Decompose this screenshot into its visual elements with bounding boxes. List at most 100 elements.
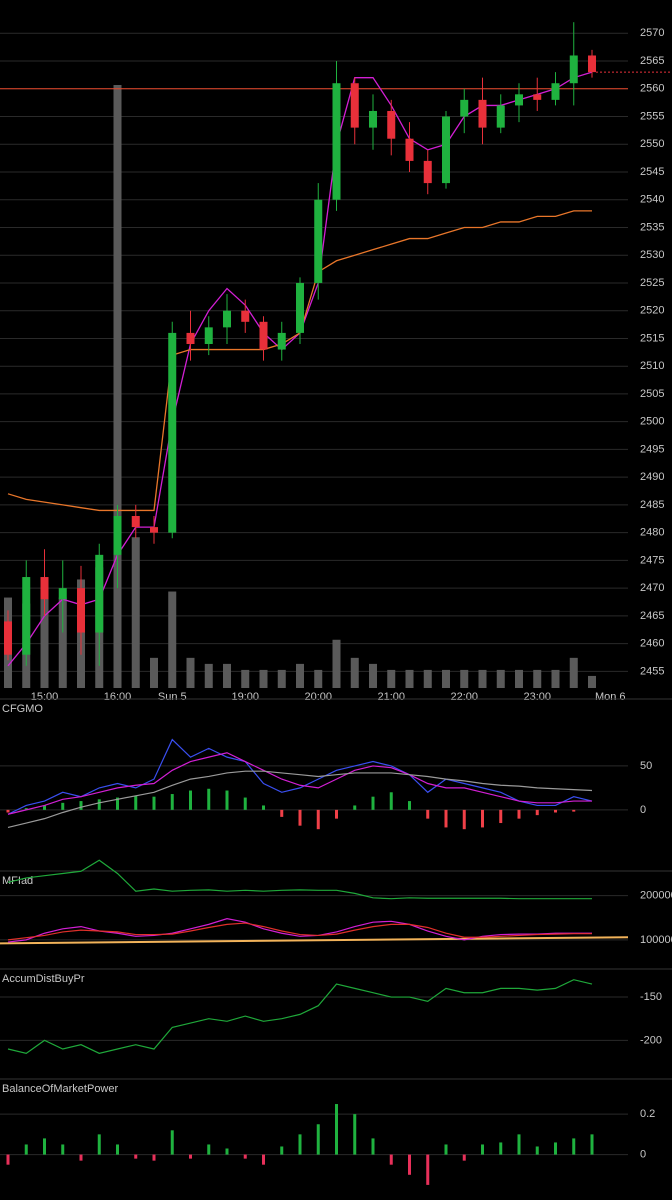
- volume-bar: [423, 669, 432, 688]
- histogram-bar: [43, 805, 46, 810]
- volume-bar: [405, 669, 414, 688]
- histogram-bar: [389, 792, 393, 810]
- panel-title: CFGMO: [2, 703, 43, 715]
- y-tick-label: 200000: [640, 890, 672, 902]
- y-tick-label: 2510: [640, 360, 664, 372]
- volume-bar: [569, 657, 578, 688]
- indicator-line: [7, 979, 593, 1054]
- y-tick-label: 2515: [640, 332, 664, 344]
- trend-line: [0, 936, 629, 945]
- indicator-line: [7, 859, 592, 900]
- y-tick-label: -200: [640, 1034, 662, 1046]
- candle-body: [423, 160, 432, 184]
- x-tick-label: 20:00: [304, 691, 332, 703]
- bar: [152, 1154, 156, 1161]
- histogram-bar: [444, 809, 448, 828]
- y-tick-label: 2570: [640, 27, 664, 39]
- y-tick-label: 2465: [640, 610, 664, 622]
- candle-body: [496, 105, 505, 128]
- volume-bar: [168, 591, 177, 688]
- candle-body: [296, 282, 304, 333]
- candle-body: [113, 516, 122, 555]
- y-tick-label: 2545: [640, 166, 664, 178]
- y-tick-label: 2475: [640, 554, 664, 566]
- histogram-bar: [97, 799, 101, 810]
- volume-bar: [186, 657, 195, 688]
- bar: [316, 1124, 320, 1155]
- y-tick-label: 2480: [640, 527, 664, 539]
- bar: [371, 1138, 375, 1155]
- y-tick-label: 2525: [640, 277, 664, 289]
- bar: [6, 1154, 10, 1165]
- bar: [225, 1148, 229, 1155]
- histogram-bar: [243, 797, 247, 810]
- candle-body: [223, 310, 231, 328]
- y-tick-label: 2520: [640, 305, 664, 317]
- y-tick-label: 2540: [640, 194, 664, 206]
- candle-body: [478, 99, 487, 128]
- candle-body: [515, 94, 523, 106]
- candle-body: [4, 621, 12, 655]
- y-tick-label: 2455: [640, 665, 664, 677]
- histogram-bar: [189, 790, 192, 810]
- bar: [572, 1138, 576, 1155]
- histogram-bar: [316, 809, 320, 830]
- histogram-bar: [6, 809, 10, 813]
- volume-bar: [296, 663, 304, 688]
- bar: [554, 1142, 557, 1155]
- candle-body: [168, 332, 177, 533]
- volume-bar: [588, 675, 596, 688]
- y-tick-label: 2550: [640, 138, 664, 150]
- histogram-bar: [371, 796, 375, 810]
- volume-bar: [223, 663, 231, 688]
- bar: [170, 1130, 174, 1155]
- histogram-bar: [79, 801, 83, 810]
- histogram-bar: [554, 809, 557, 813]
- candle-body: [277, 332, 286, 350]
- x-tick-label: 19:00: [231, 691, 259, 703]
- histogram-bar: [262, 805, 265, 810]
- volume-bar: [131, 537, 140, 688]
- y-tick-label: 2460: [640, 638, 664, 650]
- panel-title: BalanceOfMarketPower: [2, 1083, 118, 1095]
- bar: [389, 1154, 393, 1165]
- candle-body: [332, 83, 341, 200]
- y-tick-label: 0: [640, 804, 646, 816]
- histogram-bar: [335, 809, 338, 819]
- candle-body: [460, 99, 469, 117]
- bar: [535, 1146, 539, 1155]
- volume-bar: [442, 669, 450, 688]
- volume-bar: [551, 669, 560, 688]
- candle-body: [369, 110, 377, 128]
- volume-bar: [533, 669, 542, 688]
- histogram-bar: [116, 797, 119, 810]
- bar: [116, 1144, 119, 1155]
- volume-bar: [150, 657, 158, 688]
- bar: [517, 1134, 521, 1155]
- bar: [243, 1154, 247, 1159]
- bar: [43, 1138, 46, 1155]
- y-tick-label: 50: [640, 760, 652, 772]
- indicator-line: [7, 922, 592, 941]
- panel-title: AccumDistBuyPr: [2, 973, 85, 985]
- y-tick-label: 2470: [640, 582, 664, 594]
- bar: [426, 1154, 430, 1185]
- candle-body: [22, 577, 31, 655]
- y-tick-label: 2490: [640, 471, 664, 483]
- x-tick-label: Sun 5: [158, 691, 187, 703]
- y-tick-label: 2560: [640, 83, 664, 95]
- candle-body: [58, 588, 67, 600]
- volume-bar: [40, 591, 49, 688]
- volume-bar: [460, 669, 469, 688]
- y-tick-label: 2565: [640, 55, 664, 67]
- bar: [189, 1154, 192, 1159]
- candle-body: [241, 310, 250, 322]
- candle-body: [387, 110, 396, 139]
- bar: [79, 1154, 83, 1161]
- histogram-bar: [426, 809, 430, 819]
- candle-body: [551, 83, 560, 100]
- candle-body: [442, 116, 450, 184]
- x-tick-label: Mon 6: [595, 691, 626, 703]
- candle-body: [405, 138, 414, 161]
- indicator-line: [7, 738, 593, 815]
